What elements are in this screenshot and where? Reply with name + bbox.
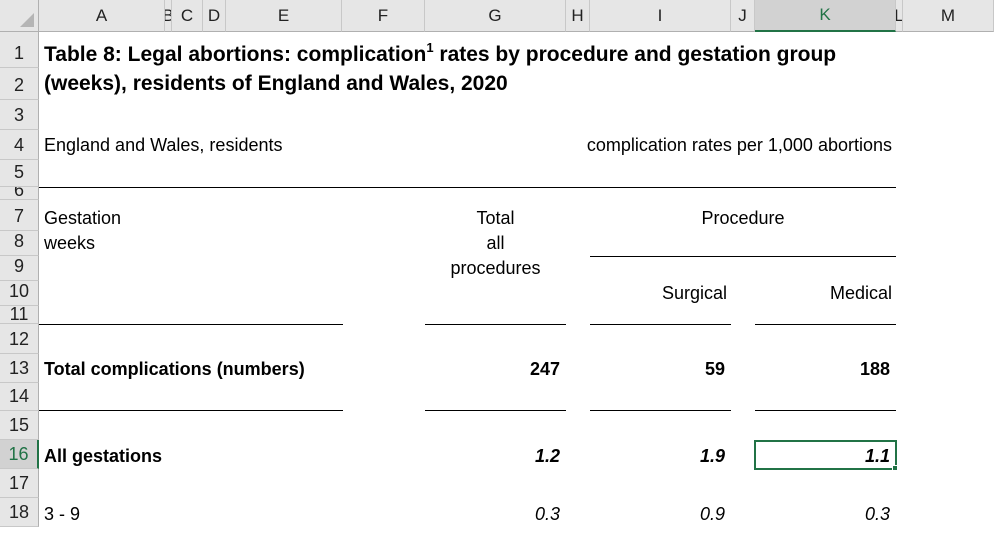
table-title-line1: Table 8: Legal abortions: complication1 … — [44, 41, 836, 65]
row-header-9[interactable]: 9 — [0, 256, 39, 281]
row-header-12[interactable]: 12 — [0, 324, 39, 354]
header-gestation: Gestation — [44, 208, 122, 228]
fill-handle[interactable] — [892, 465, 898, 471]
active-cell-k16[interactable] — [754, 440, 897, 470]
row-header-2[interactable]: 2 — [0, 68, 39, 100]
column-header-h[interactable]: H — [566, 0, 590, 32]
surgical-value: 1.9 — [699, 446, 725, 466]
row-header-6[interactable]: 6 — [0, 187, 39, 200]
column-header-j[interactable]: J — [731, 0, 755, 32]
row-header-14[interactable]: 14 — [0, 383, 39, 411]
column-header-g[interactable]: G — [425, 0, 566, 32]
column-header-m[interactable]: M — [903, 0, 994, 32]
medical-value: 0.3 — [864, 504, 890, 524]
column-header-d[interactable]: D — [203, 0, 226, 32]
row-header-8[interactable]: 8 — [0, 231, 39, 256]
rule-total-a — [39, 410, 343, 411]
row-label: 3 - 9 — [44, 504, 81, 524]
column-header-a[interactable]: A — [39, 0, 165, 32]
medical-value: 188 — [859, 359, 890, 379]
surgical-value: 0.9 — [699, 504, 725, 524]
rule-top — [39, 187, 896, 188]
header-all: all — [486, 233, 505, 253]
select-all-button[interactable] — [0, 0, 39, 32]
table-title-line2: (weeks), residents of England and Wales,… — [44, 72, 508, 95]
subtitle-left: England and Wales, residents — [44, 135, 283, 155]
row-header-15[interactable]: 15 — [0, 411, 39, 440]
column-header-k[interactable]: K — [755, 0, 896, 32]
rule-total-g — [425, 410, 566, 411]
row-header-1[interactable]: 1 — [0, 32, 39, 68]
column-header-l[interactable]: L — [896, 0, 903, 32]
row-header-17[interactable]: 17 — [0, 469, 39, 498]
title-text-rest: rates by procedure and gestation group — [433, 43, 837, 66]
rule-procedure — [590, 256, 896, 257]
column-header-b[interactable]: B — [165, 0, 172, 32]
row-header-10[interactable]: 10 — [0, 281, 39, 306]
column-header-i[interactable]: I — [590, 0, 731, 32]
row-header-13[interactable]: 13 — [0, 354, 39, 383]
rule-header-g — [425, 324, 566, 325]
medical-value: 1.1 — [864, 446, 890, 466]
total-value: 1.2 — [534, 446, 560, 466]
header-procedures: procedures — [450, 258, 541, 278]
rule-total-i — [590, 410, 731, 411]
subtitle-right: complication rates per 1,000 abortions — [586, 135, 892, 155]
row-label: All gestations — [44, 446, 163, 466]
header-weeks: weeks — [44, 233, 96, 253]
row-header-7[interactable]: 7 — [0, 200, 39, 231]
rule-header-k — [755, 324, 896, 325]
row-header-3[interactable]: 3 — [0, 100, 39, 130]
column-header-f[interactable]: F — [342, 0, 425, 32]
row-header-18[interactable]: 18 — [0, 498, 39, 527]
row-header-4[interactable]: 4 — [0, 130, 39, 160]
row-header-11[interactable]: 11 — [0, 306, 39, 324]
rule-header-a — [39, 324, 343, 325]
column-header-c[interactable]: C — [172, 0, 203, 32]
footnote-marker: 1 — [426, 40, 434, 55]
header-total: Total — [476, 208, 515, 228]
rule-total-k — [755, 410, 896, 411]
column-header-e[interactable]: E — [226, 0, 342, 32]
header-surgical: Surgical — [661, 283, 727, 303]
title-text: Table 8: Legal abortions: complication — [44, 43, 427, 66]
header-medical: Medical — [829, 283, 892, 303]
row-label: Total complications (numbers) — [44, 359, 305, 379]
rule-header-i — [590, 324, 731, 325]
row-header-16[interactable]: 16 — [0, 440, 39, 469]
surgical-value: 59 — [704, 359, 725, 379]
total-value: 0.3 — [534, 504, 560, 524]
total-value: 247 — [529, 359, 560, 379]
row-header-5[interactable]: 5 — [0, 160, 39, 187]
header-procedure: Procedure — [701, 208, 785, 228]
